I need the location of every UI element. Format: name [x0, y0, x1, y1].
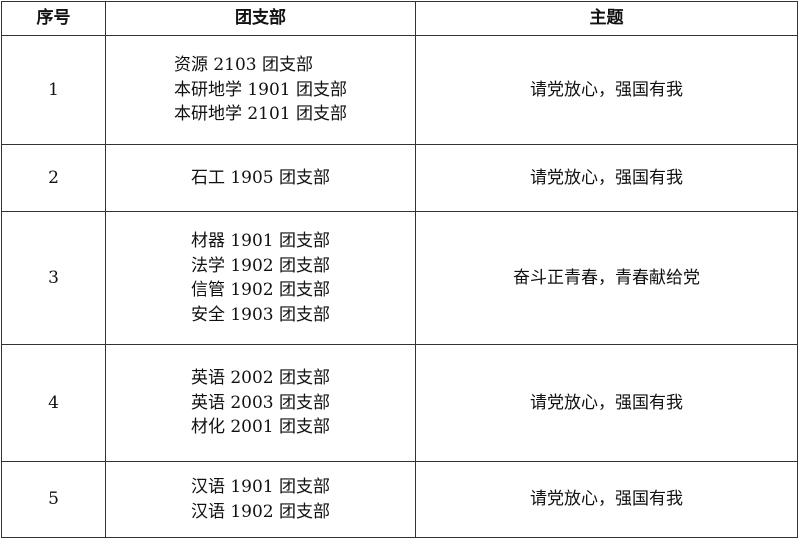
branch-list: 资源 2103 团支部本研地学 1901 团支部 本研地学 2101 团支部 [174, 53, 347, 127]
branch-name: 英语 2003 团支部 [190, 392, 331, 413]
table-row: 5 汉语 1901 团支部 汉语 1902 团支部 请党放心，强国有我 [1, 461, 798, 538]
branch-name: 汉语 1902 团支部 [190, 501, 331, 522]
branch-cell: 资源 2103 团支部本研地学 1901 团支部 本研地学 2101 团支部 [105, 35, 416, 145]
table-row: 1 资源 2103 团支部 本研地学 1901 团支部 本研地学 2101 团支部 请党… [1, 35, 798, 145]
header-theme: 主题 [415, 1, 798, 36]
row-number: 1 [1, 35, 106, 145]
table-row: 3 材器 1901 团支部 法学 1902 团支部 信管 1902 团支部 安全 190… [1, 211, 798, 345]
branch-cell: 英语 2002 团支部 英语 2003 团支部 材化 2001 团支部 [105, 344, 416, 462]
table-row: 4 英语 2002 团支部 英语 2003 团支部 材化 2001 团支部 请党放心，强… [1, 344, 798, 462]
row-number: 3 [1, 211, 106, 345]
row-number: 5 [1, 461, 106, 538]
branch-list: 汉语 1901 团支部 汉语 1902 团支部 [191, 475, 330, 524]
branch-list: 石工 1905 团支部 [191, 166, 330, 191]
row-number: 2 [1, 144, 106, 212]
branch-name: 材化 2001 团支部 [190, 417, 331, 438]
branch-name: 材器 1901 团支部 [190, 231, 331, 251]
theme-cell: 请党放心，强国有我 [415, 144, 798, 212]
branch-name: 石工 1905 团支部 [190, 167, 331, 188]
table-row: 2 石工 1905 团支部 请党放心，强国有我 [1, 144, 798, 212]
branch-name: 英语 2002 团支部 [190, 368, 331, 389]
theme-cell: 奋斗正青春，青春献给党 [415, 211, 798, 345]
branch-cell: 材器 1901 团支部 法学 1902 团支部 信管 1902 团支部 安全 1903… [105, 211, 416, 345]
branch-name: 本研地学 1901 团支部 [173, 79, 348, 100]
row-number: 4 [1, 344, 106, 462]
theme-cell: 请党放心，强国有我 [415, 35, 798, 145]
branch-cell: 汉语 1901 团支部 汉语 1902 团支部 [105, 461, 416, 538]
branch-name: 资源 2103 团支部 [173, 55, 314, 76]
branch-list: 材器 1901 团支部 法学 1902 团支部 信管 1902 团支部 安全 1903… [191, 229, 330, 327]
branch-list: 英语 2002 团支部 英语 2003 团支部 材化 2001 团支部 [191, 366, 330, 440]
header-branch: 团支部 [105, 1, 416, 36]
branch-cell: 石工 1905 团支部 [105, 144, 416, 212]
branch-name: 法学 1902 团支部 [190, 255, 331, 276]
branch-name: 安全 1903 团支部 [190, 304, 331, 325]
branch-name: 汉语 1901 团支部 [190, 477, 331, 497]
theme-cell: 请党放心，强国有我 [415, 344, 798, 462]
header-no: 序号 [1, 1, 106, 36]
branch-name: 信管 1902 团支部 [190, 280, 331, 300]
branch-name: 本研地学 2101 团支部 [173, 104, 348, 125]
theme-cell: 请党放心，强国有我 [415, 461, 798, 538]
header-row: 序号 团支部 主题 [1, 1, 798, 36]
